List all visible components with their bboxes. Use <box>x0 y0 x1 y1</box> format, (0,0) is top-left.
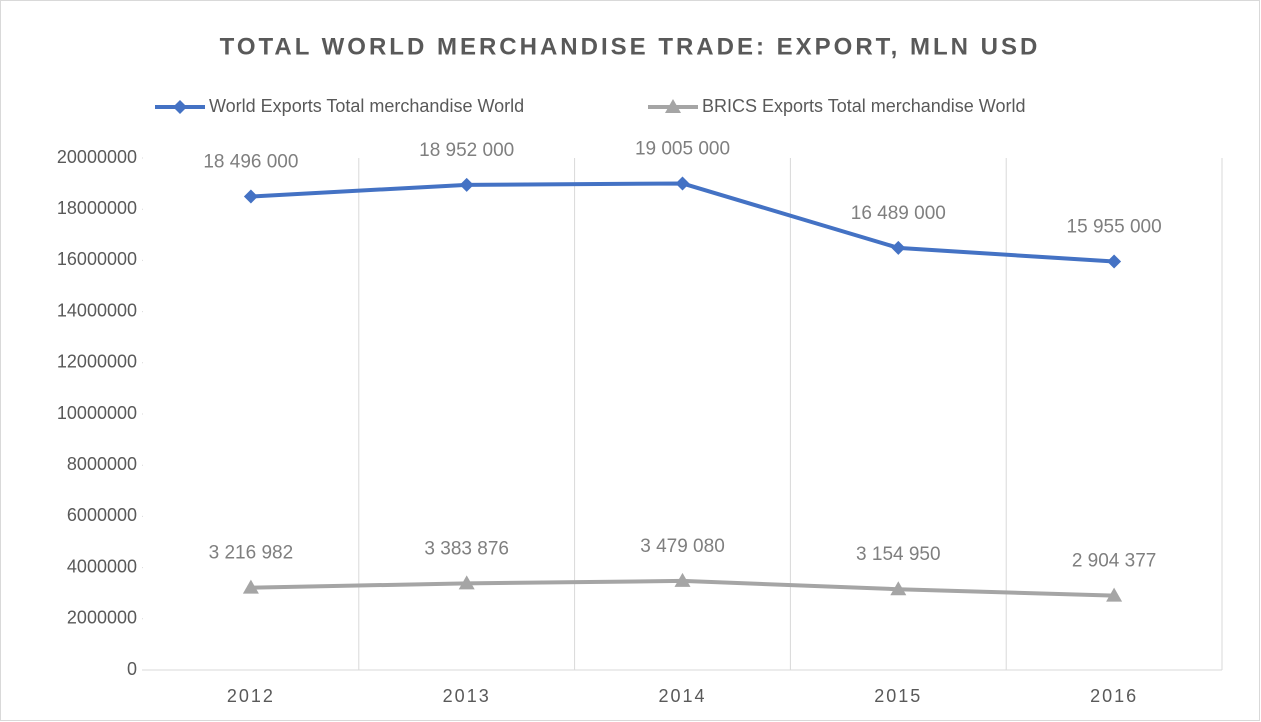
y-tick-label: 6000000 <box>67 505 137 525</box>
point-marker <box>1107 254 1122 269</box>
x-tick-label: 2012 <box>227 686 275 706</box>
y-tick-label: 0 <box>127 659 137 679</box>
y-tick-label: 14000000 <box>57 300 137 320</box>
x-tick-label: 2014 <box>658 686 706 706</box>
data-label: 16 489 000 <box>851 203 946 224</box>
y-tick-label: 2000000 <box>67 608 137 628</box>
chart-title: TOTAL WORLD MERCHANDISE TRADE: EXPORT, M… <box>220 33 1041 60</box>
y-tick-label: 4000000 <box>67 556 137 576</box>
point-marker <box>674 572 691 587</box>
data-label: 3 383 876 <box>424 538 509 559</box>
y-tick-label: 8000000 <box>67 454 137 474</box>
y-tick-label: 18000000 <box>57 198 137 218</box>
x-tick-label: 2016 <box>1090 686 1138 706</box>
point-marker <box>675 176 690 191</box>
data-label: 19 005 000 <box>635 138 730 159</box>
data-label: 3 216 982 <box>209 543 294 564</box>
y-tick-label: 16000000 <box>57 249 137 269</box>
x-tick-label: 2015 <box>874 686 922 706</box>
point-marker <box>891 240 906 255</box>
data-label: 3 154 950 <box>856 544 941 565</box>
data-label: 18 952 000 <box>419 140 514 161</box>
point-marker <box>459 177 474 192</box>
data-label: 2 904 377 <box>1072 551 1157 572</box>
data-label: 18 496 000 <box>203 152 298 173</box>
point-marker <box>890 581 907 596</box>
y-tick-label: 10000000 <box>57 403 137 423</box>
legend-marker <box>173 100 187 114</box>
data-label: 3 479 080 <box>640 536 725 557</box>
point-marker <box>243 189 258 204</box>
y-tick-label: 20000000 <box>57 147 137 167</box>
data-label: 15 955 000 <box>1067 217 1162 238</box>
y-tick-label: 12000000 <box>57 352 137 372</box>
legend-marker <box>665 99 681 113</box>
point-marker <box>242 579 259 594</box>
legend-label: World Exports Total merchandise World <box>209 96 524 116</box>
point-marker <box>458 575 475 590</box>
legend-label: BRICS Exports Total merchandise World <box>702 96 1025 116</box>
point-marker <box>1106 587 1123 602</box>
x-tick-label: 2013 <box>443 686 491 706</box>
